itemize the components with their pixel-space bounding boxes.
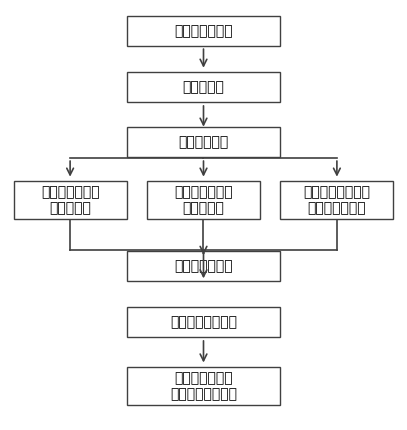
FancyBboxPatch shape [280,181,394,219]
Text: 获取检测器测得
的流量数据: 获取检测器测得 的流量数据 [41,185,99,215]
FancyBboxPatch shape [127,72,280,102]
Text: 确定待检测断面: 确定待检测断面 [174,24,233,38]
Text: 获取检测器测得
的速度数据: 获取检测器测得 的速度数据 [174,185,233,215]
Text: 确定采样间隔: 确定采样间隔 [178,135,229,149]
Text: 获取检测器测得的
时间占有率数据: 获取检测器测得的 时间占有率数据 [303,185,370,215]
FancyBboxPatch shape [127,127,280,157]
Text: 输出实时交通参数: 输出实时交通参数 [170,315,237,329]
FancyBboxPatch shape [127,251,280,281]
Text: 检测数据预处理: 检测数据预处理 [174,259,233,273]
FancyBboxPatch shape [127,307,280,337]
Text: 上传检测数据至
交通事件检测中心: 上传检测数据至 交通事件检测中心 [170,371,237,401]
FancyBboxPatch shape [127,367,280,405]
FancyBboxPatch shape [13,181,127,219]
Text: 检测器布设: 检测器布设 [183,80,224,94]
FancyBboxPatch shape [127,16,280,46]
FancyBboxPatch shape [147,181,260,219]
